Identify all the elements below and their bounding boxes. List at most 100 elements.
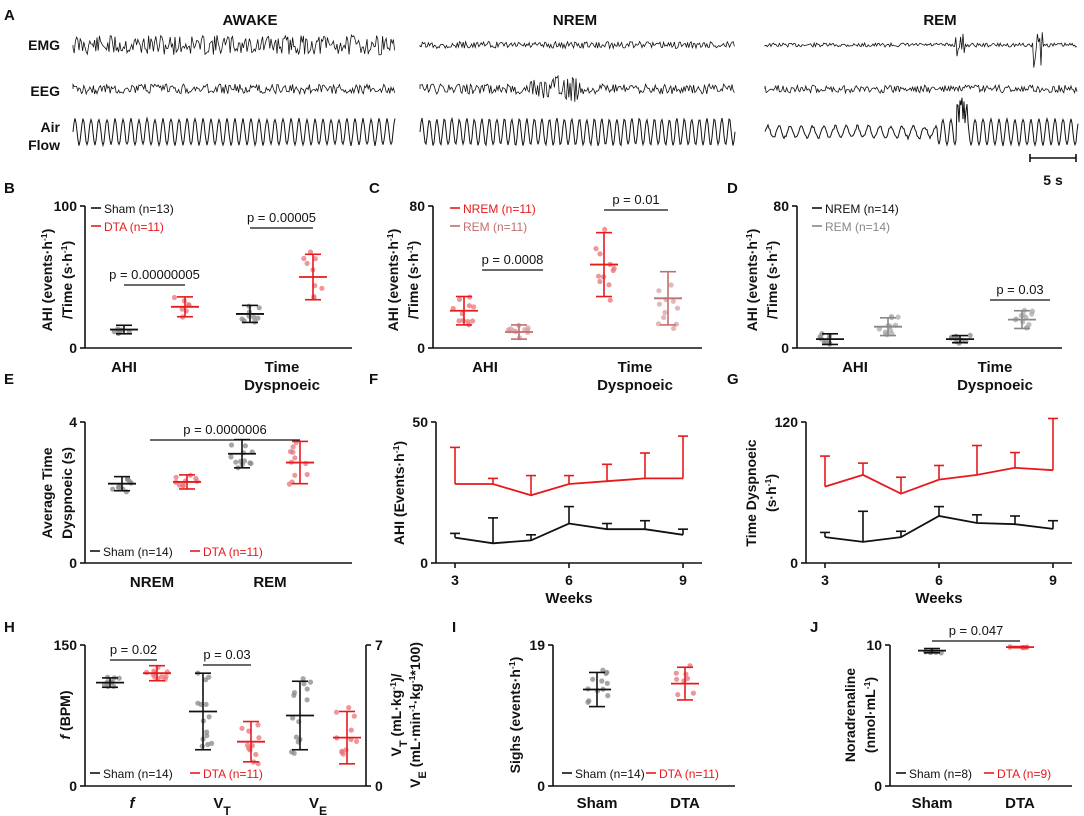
eeg-trace-nrem [419, 74, 735, 102]
data-point [247, 747, 253, 753]
y-tick-label: 120 [775, 414, 799, 430]
legend-sham: Sham (n=8) [909, 767, 972, 781]
data-point [674, 305, 681, 311]
label-part: ) [744, 229, 760, 234]
label-part: ) [405, 241, 421, 246]
label-part: -1 [405, 245, 415, 253]
data-point [456, 296, 463, 302]
x-category-label: Sham [912, 795, 953, 812]
label-part: ·kg [407, 683, 423, 704]
label-part: (BPM) [57, 691, 73, 735]
data-point [111, 683, 117, 690]
y2-tick-label: 0 [375, 778, 383, 794]
x-tick-label: 3 [451, 572, 459, 588]
data-point [450, 305, 456, 312]
data-point [656, 301, 663, 307]
data-point [882, 329, 889, 335]
data-point [655, 321, 662, 327]
data-point [246, 303, 252, 309]
emg-trace-rem [764, 32, 1078, 68]
data-point [597, 251, 603, 257]
data-point [290, 444, 296, 450]
label-part: ) [862, 677, 878, 682]
data-point [304, 471, 310, 478]
label-part: )/ [388, 673, 404, 682]
data-point [967, 332, 973, 338]
y-axis-label: AHI (Events·h-1) [391, 441, 407, 545]
data-point [209, 740, 215, 747]
data-point [319, 285, 325, 291]
data-point [307, 249, 314, 255]
label-part: ) [764, 241, 780, 246]
label-part: (s·h [763, 486, 779, 512]
panel-letter-f: F [369, 371, 378, 388]
y-tick-label: 50 [412, 414, 428, 430]
y-axis-label: AHI (events·h-1) [385, 229, 401, 332]
data-point [163, 674, 169, 680]
p-value-vt: p = 0.03 [203, 647, 250, 662]
data-point [255, 315, 261, 321]
data-point [876, 326, 883, 332]
x-category-label: AHI [842, 359, 868, 376]
label-part: /Time (s·h [764, 253, 780, 319]
panel-letter-h: H [4, 619, 15, 636]
series-line-sham [824, 515, 1054, 543]
label-part: ) [763, 474, 779, 479]
y-tick-label: 0 [69, 555, 77, 571]
data-point [586, 698, 592, 704]
data-point [339, 748, 345, 754]
data-point [353, 738, 360, 745]
x-category-label: VT [213, 795, 231, 816]
legend-dta: DTA (n=11) [659, 767, 719, 781]
data-point [684, 675, 691, 682]
y-tick-label: 0 [417, 340, 425, 356]
data-point [604, 680, 610, 686]
label-part: -1 [59, 245, 69, 253]
channel-label-flow: Flow [28, 137, 60, 153]
data-point [597, 278, 603, 285]
data-point [291, 690, 298, 696]
x-category-label: NREM [130, 574, 174, 591]
y-tick-label: 80 [773, 198, 789, 214]
x-category-label: Time [978, 359, 1013, 376]
y-axis-label: /Time (s·h-1) [59, 241, 75, 319]
label-part: T [398, 740, 410, 747]
y-tick-label: 0 [537, 778, 545, 794]
airflow-trace-nrem [419, 116, 736, 147]
data-point [661, 314, 667, 321]
y-tick-label: 100 [54, 198, 78, 214]
data-point [255, 722, 261, 728]
panel-letter-e: E [4, 371, 14, 388]
data-point [251, 314, 257, 320]
x-tick-label: 3 [821, 572, 829, 588]
x-axis-label: Weeks [915, 590, 962, 607]
label-part: -1 [764, 245, 774, 253]
legend-dta: DTA (n=11) [203, 545, 263, 559]
series-line-sham [454, 522, 684, 545]
x-category-label: AHI [472, 359, 498, 376]
y-axis-label: (nmol·mL-1) [862, 677, 878, 753]
label-part: -1 [385, 233, 395, 241]
legend-sham: Sham (n=14) [575, 767, 645, 781]
emg-trace-awake [72, 34, 395, 56]
data-point [228, 442, 235, 448]
data-point [602, 226, 608, 232]
p-value-time: p = 0.01 [612, 192, 659, 207]
label-part: -1 [744, 233, 754, 241]
panel-letter-b: B [4, 180, 15, 197]
y-axis-label: AHI (events·h-1) [744, 229, 760, 332]
data-point [239, 725, 245, 731]
data-point [673, 670, 679, 676]
data-point [1026, 322, 1032, 328]
channel-label-air: Air [41, 119, 61, 135]
label-part: f [130, 795, 137, 812]
x-category-label: Dyspnoeic [957, 377, 1033, 394]
label-part: /Time (s·h [405, 253, 421, 319]
label-part: ) [39, 229, 55, 234]
data-point [605, 693, 611, 699]
x-category-label: AHI [111, 359, 137, 376]
label-part: /Time (s·h [59, 253, 75, 319]
airflow-trace-rem [764, 97, 1079, 148]
data-point [674, 676, 680, 682]
